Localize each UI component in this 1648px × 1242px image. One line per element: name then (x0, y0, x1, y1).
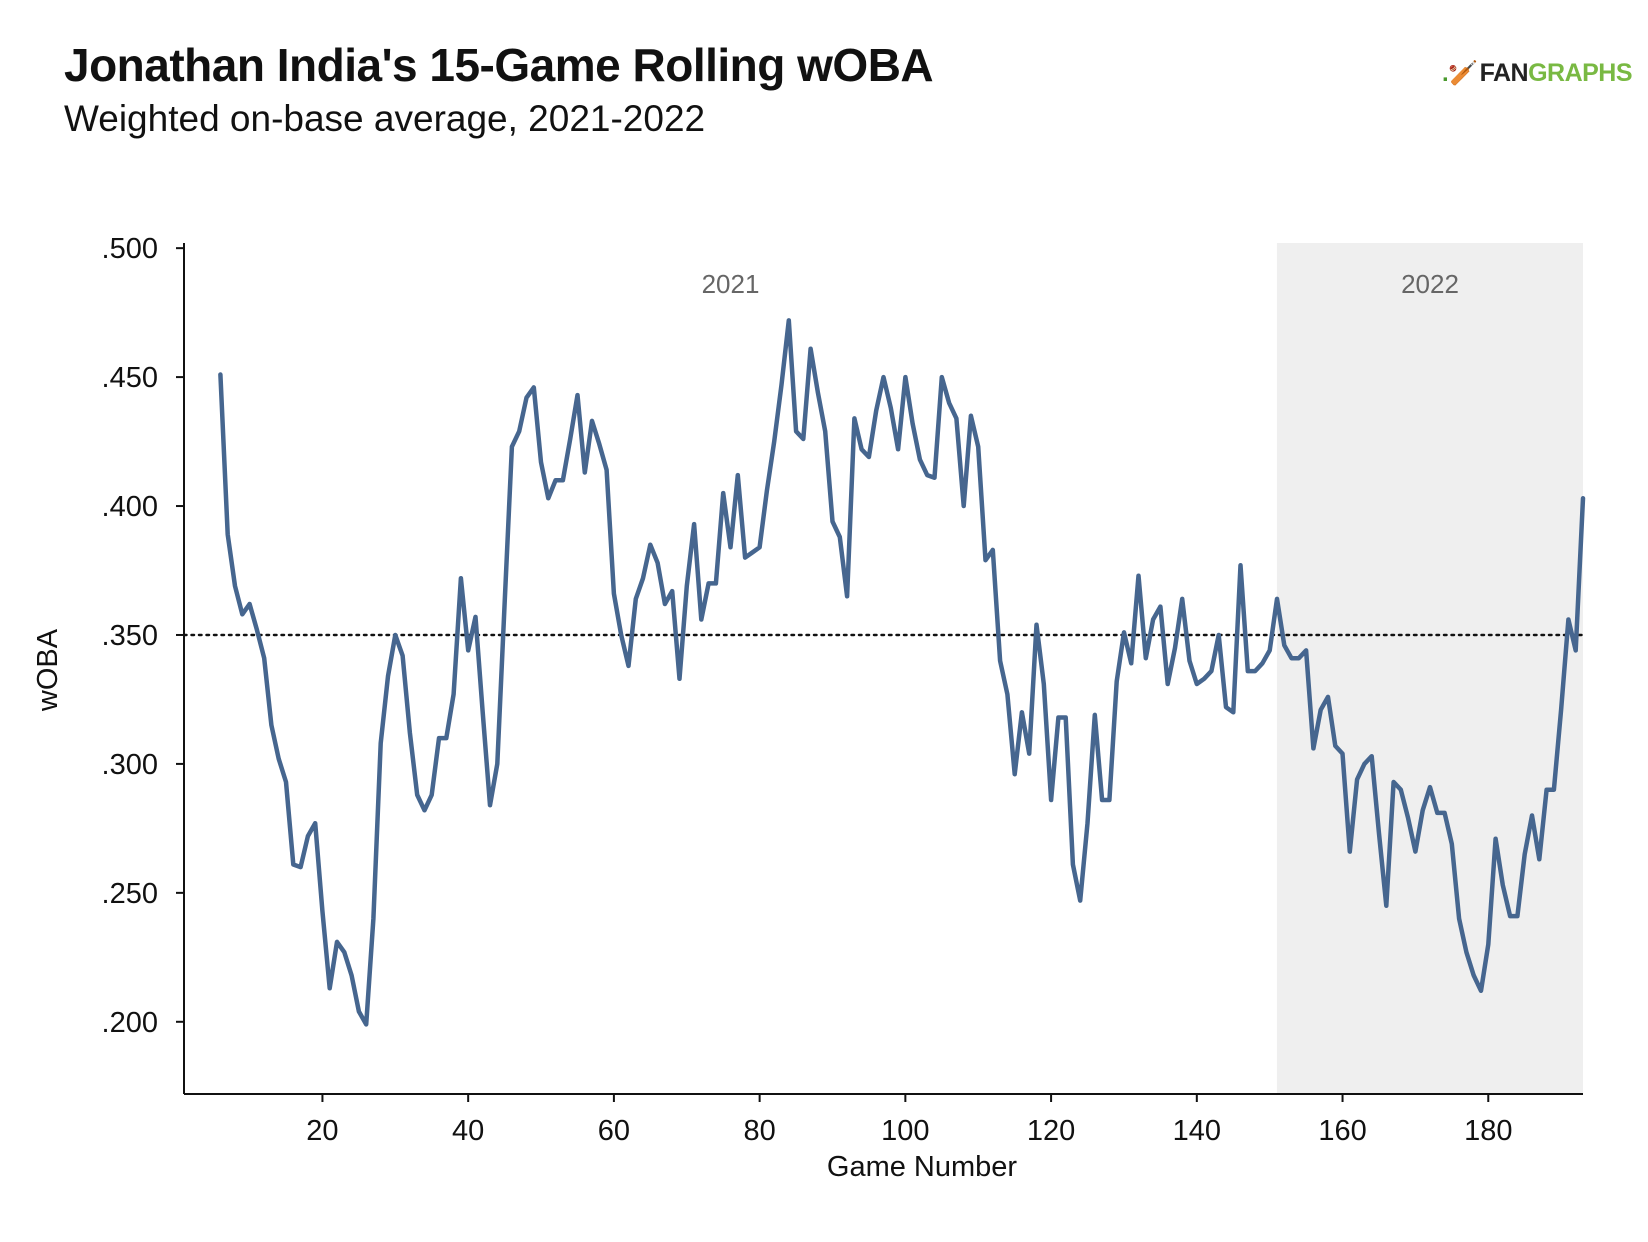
x-tick-label: 180 (1464, 1115, 1512, 1147)
woba-rolling-line-0 (218, 318, 1586, 1027)
y-axis-title: wOBA (32, 628, 64, 712)
chart-subtitle: Weighted on-base average, 2021-2022 (64, 98, 706, 139)
x-axis-title: Game Number (827, 1151, 1018, 1183)
x-tick-label: 140 (1173, 1115, 1221, 1147)
fangraphs-logo: .🏏 FAN GRAPHS (1442, 58, 1633, 88)
y-tick-label: .400 (102, 491, 158, 523)
y-tick-label: .200 (102, 1007, 158, 1039)
y-tick-label: .350 (102, 620, 158, 652)
x-tick-label: 160 (1318, 1115, 1366, 1147)
fangraphs-batter-icon: .🏏 (1442, 59, 1478, 87)
series-layer (218, 318, 1586, 1027)
x-tick-label: 80 (743, 1115, 775, 1147)
y-tick-label: .300 (102, 749, 158, 781)
x-tick-label: 100 (881, 1115, 929, 1147)
region-label-2021: 2021 (702, 269, 760, 299)
y-tick-label: .250 (102, 878, 158, 910)
x-tick-label: 60 (598, 1115, 630, 1147)
region-label-2022: 2022 (1401, 269, 1459, 299)
logo-text-graphs: GRAPHS (1528, 58, 1633, 87)
x-tick-label: 120 (1027, 1115, 1075, 1147)
x-tick-label: 20 (306, 1115, 338, 1147)
logo-text-fan: FAN (1479, 58, 1529, 87)
season-regions: 2021 2022 (702, 243, 1583, 1094)
chart-title: Jonathan India's 15-Game Rolling wOBA (64, 39, 934, 91)
y-tick-label: .450 (102, 362, 158, 394)
x-tick-label: 40 (452, 1115, 484, 1147)
y-tick-label: .500 (102, 233, 158, 265)
axes: .200 .250 .300 .350 .400 .450 .500 20 40 60 80 100 1… (102, 233, 1583, 1147)
region-shade-2022 (1276, 243, 1583, 1094)
